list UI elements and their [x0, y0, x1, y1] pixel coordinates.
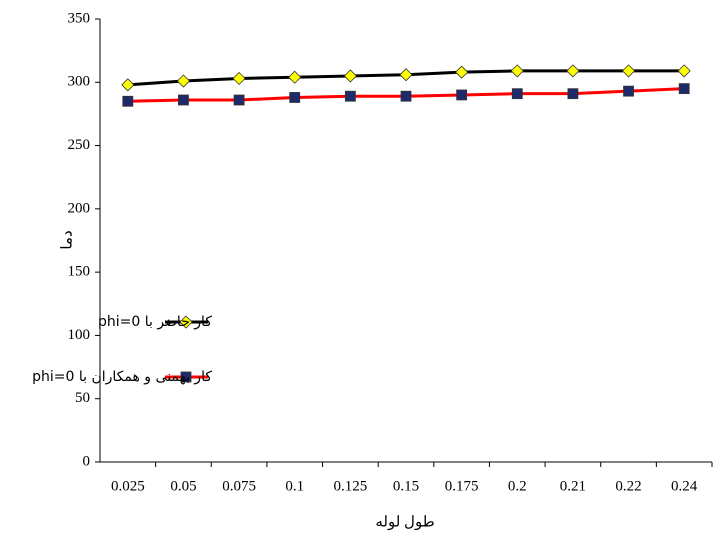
- x-tick-label: 0.2: [508, 478, 527, 494]
- x-axis-label: طول لوله: [375, 514, 434, 530]
- legend-text: کار حاضر با phi=0: [98, 314, 212, 330]
- x-tick-label: 0.175: [445, 478, 479, 494]
- data-point: [566, 64, 580, 78]
- y-tick-label: 350: [68, 10, 91, 26]
- data-point: [621, 64, 636, 78]
- data-point: [289, 92, 301, 103]
- y-tick-label: 250: [68, 137, 91, 153]
- data-point: [399, 68, 413, 82]
- data-point: [677, 64, 691, 78]
- data-point: [288, 70, 302, 84]
- x-tick-label: 0.1: [285, 478, 304, 494]
- x-tick-label: 0.075: [222, 478, 256, 494]
- y-tick-label: 150: [68, 264, 91, 280]
- y-tick-label: 0: [83, 453, 91, 469]
- x-tick-label: 0.125: [333, 478, 367, 494]
- x-tick-label: 0.025: [111, 478, 145, 494]
- y-tick-label: 200: [68, 200, 91, 216]
- y-axis-label: دما: [59, 230, 75, 249]
- data-point: [400, 90, 412, 102]
- legend-text: کار بهمنی و همکاران با phi=0: [32, 369, 212, 385]
- data-point: [567, 88, 579, 100]
- data-point: [623, 85, 634, 97]
- data-point: [122, 95, 134, 107]
- data-point: [233, 94, 245, 106]
- data-point: [178, 94, 189, 106]
- data-point: [511, 88, 523, 100]
- y-tick-label: 50: [75, 390, 90, 406]
- x-tick-label: 0.24: [671, 478, 698, 494]
- data-point: [678, 83, 690, 95]
- y-tick-label: 300: [68, 74, 91, 90]
- data-point: [180, 371, 192, 383]
- data-point: [232, 71, 246, 86]
- x-tick-label: 0.22: [615, 478, 641, 494]
- x-tick-label: 0.21: [560, 478, 586, 494]
- data-point: [343, 69, 357, 83]
- data-point: [121, 78, 135, 92]
- data-point: [455, 65, 469, 79]
- x-tick-label: 0.05: [170, 478, 196, 494]
- data-point: [510, 64, 524, 78]
- data-point: [179, 315, 193, 329]
- data-point: [176, 74, 191, 88]
- data-point: [456, 89, 468, 101]
- y-tick-label: 100: [68, 327, 91, 343]
- data-point: [344, 90, 356, 102]
- x-tick-label: 0.15: [393, 478, 419, 494]
